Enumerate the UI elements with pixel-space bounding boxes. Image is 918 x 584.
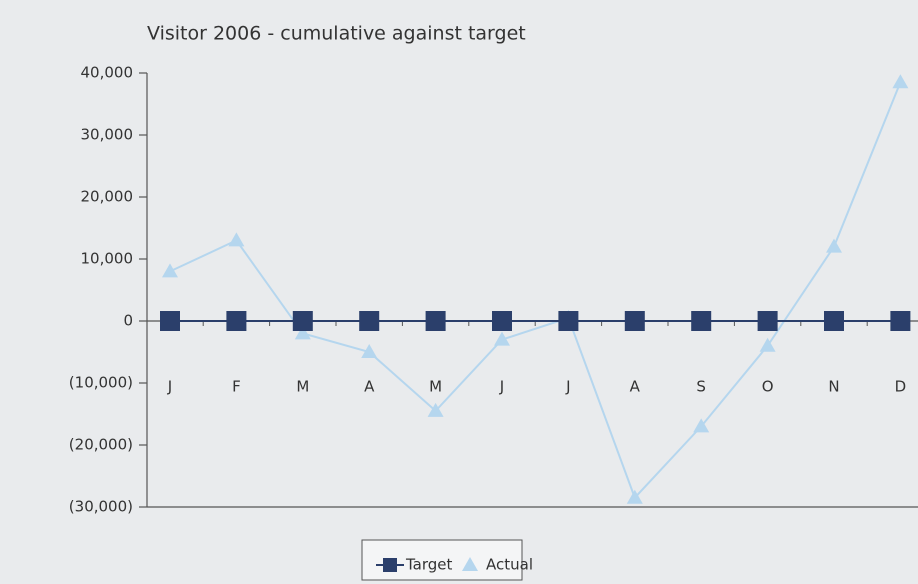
x-tick-label: J xyxy=(565,378,570,396)
data-point xyxy=(160,311,180,331)
data-point xyxy=(826,238,842,253)
data-point xyxy=(626,489,643,504)
data-point xyxy=(693,418,710,433)
chart-title: Visitor 2006 - cumulative against target xyxy=(147,23,526,45)
legend-marker xyxy=(462,557,478,571)
data-point xyxy=(292,311,313,331)
y-tick-label: 0 xyxy=(123,312,133,330)
x-tick-label: M xyxy=(429,378,442,396)
data-point xyxy=(359,311,380,331)
series-line xyxy=(169,81,902,500)
data-point xyxy=(425,311,446,331)
data-point xyxy=(892,74,909,89)
x-tick-label: A xyxy=(630,378,641,396)
x-tick-label: D xyxy=(895,378,907,396)
data-point xyxy=(427,402,444,417)
x-tick-label: N xyxy=(828,378,839,396)
data-point xyxy=(162,263,178,278)
legend-label: Actual xyxy=(486,556,533,574)
x-tick-label: O xyxy=(762,378,774,396)
data-point xyxy=(759,337,776,352)
y-tick-label: 40,000 xyxy=(81,64,134,82)
y-tick-label: 30,000 xyxy=(81,126,134,144)
y-tick-label: 10,000 xyxy=(81,250,134,268)
data-point xyxy=(494,331,510,346)
y-tick-label: (30,000) xyxy=(69,498,133,516)
legend: Target Actual xyxy=(361,539,533,581)
data-point xyxy=(558,311,579,331)
y-tick-label: (10,000) xyxy=(69,374,133,392)
x-tick-label: M xyxy=(296,378,309,396)
x-tick-label: S xyxy=(696,378,706,396)
legend-marker xyxy=(383,558,397,572)
data-point xyxy=(226,311,247,331)
y-tick-label: 20,000 xyxy=(81,188,134,206)
x-tick-label: J xyxy=(167,378,172,396)
data-point xyxy=(361,344,378,358)
data-point xyxy=(624,311,645,331)
data-point xyxy=(492,311,512,331)
x-tick-label: J xyxy=(499,378,504,396)
data-point xyxy=(757,311,778,331)
x-tick-label: F xyxy=(232,378,241,396)
data-point xyxy=(691,311,712,331)
y-tick-label: (20,000) xyxy=(69,436,133,454)
data-point xyxy=(890,311,911,331)
legend-label: Target xyxy=(405,556,453,574)
x-tick-label: A xyxy=(364,378,375,396)
data-point xyxy=(228,232,245,247)
data-point xyxy=(294,325,311,340)
data-point xyxy=(824,311,844,331)
